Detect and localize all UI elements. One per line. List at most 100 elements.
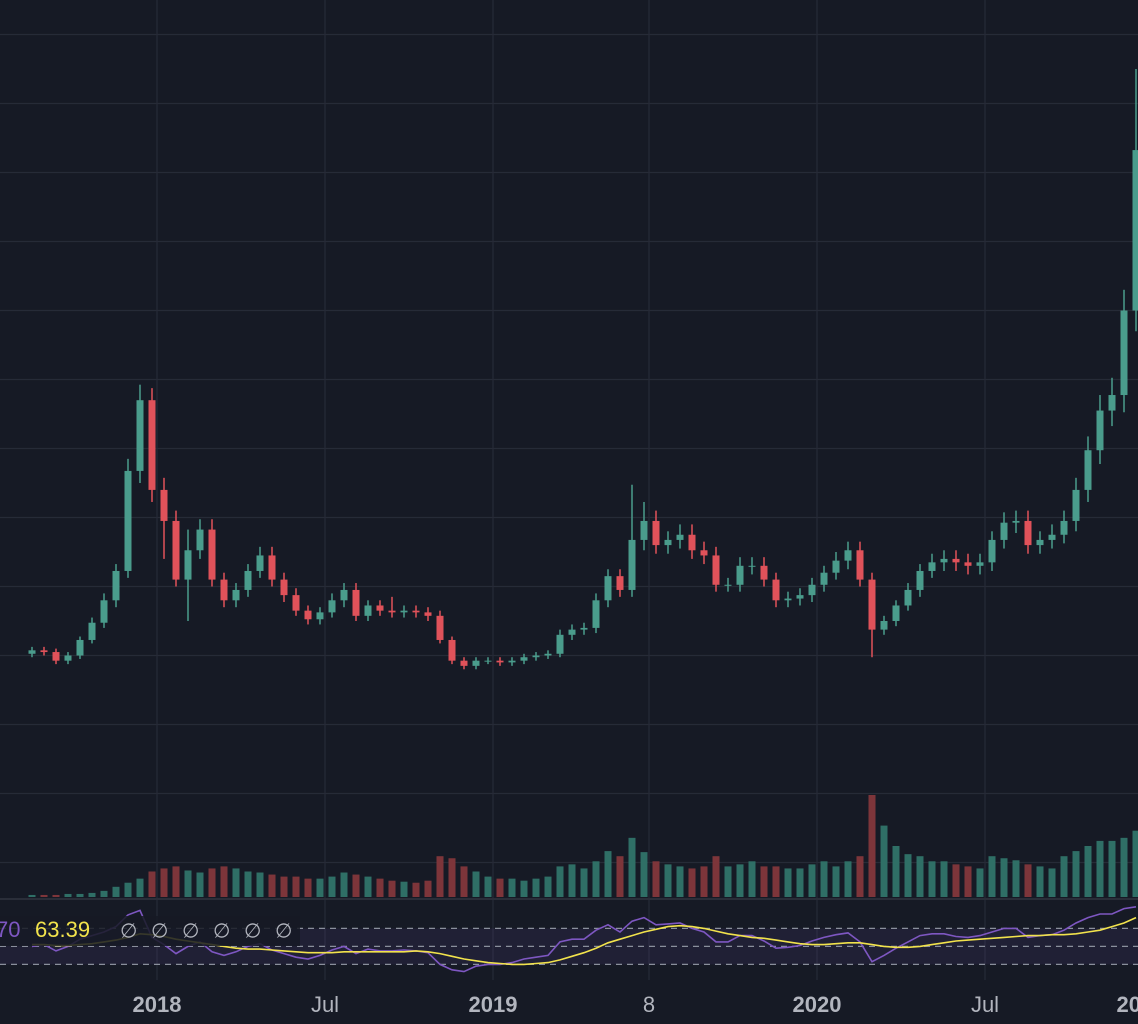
candle-body	[436, 615, 444, 640]
volume-bar	[1096, 840, 1104, 897]
candle-body	[1060, 520, 1068, 535]
volume-bar	[904, 854, 912, 897]
candle-body	[136, 400, 144, 471]
volume-bar	[1132, 830, 1138, 897]
volume-bar	[652, 861, 660, 897]
candle-body	[472, 660, 480, 666]
candle-body	[748, 565, 756, 567]
volume-bar	[772, 866, 780, 897]
candle-body	[352, 589, 360, 616]
volume-bar	[208, 868, 216, 897]
candle-body	[568, 629, 576, 635]
candle-body	[928, 562, 936, 571]
volume-bar	[100, 890, 108, 897]
candle-body	[376, 605, 384, 611]
candle-body	[784, 598, 792, 601]
candle-body	[340, 589, 348, 601]
volume-bar	[1072, 851, 1080, 897]
x-tick-label: 2018	[133, 992, 182, 1017]
candle-body	[256, 555, 264, 571]
volume-bar	[556, 866, 564, 897]
volume-bar	[400, 881, 408, 897]
candle-body	[712, 555, 720, 585]
volume-bar	[364, 876, 372, 897]
volume-bar	[844, 861, 852, 897]
x-tick-label: 2020	[793, 992, 842, 1017]
volume-bar	[88, 892, 96, 897]
volume-bar	[64, 893, 72, 897]
volume-bar	[952, 864, 960, 897]
candle-body	[940, 558, 948, 563]
candle-body	[1036, 539, 1044, 546]
volume-bar	[232, 868, 240, 897]
volume-bar	[268, 874, 276, 897]
volume-bar	[664, 864, 672, 897]
volume-bar	[1108, 840, 1116, 897]
candle-body	[976, 562, 984, 566]
candle-body	[1000, 522, 1008, 540]
volume-bar	[520, 880, 528, 897]
volume-bar	[304, 878, 312, 897]
rsi-legend-placeholder: ∅	[213, 920, 230, 942]
candle-body	[760, 565, 768, 580]
candle-body	[952, 558, 960, 563]
volume-bar	[676, 866, 684, 897]
volume-bar	[316, 878, 324, 897]
candle-body	[916, 570, 924, 590]
volume-bar	[472, 871, 480, 897]
candle-body	[412, 610, 420, 613]
candle-body	[808, 584, 816, 596]
rsi-legend-placeholder: ∅	[151, 920, 168, 942]
volume-bar	[532, 878, 540, 897]
candle-body	[880, 621, 888, 630]
candle-body	[304, 610, 312, 620]
candle-body	[388, 610, 396, 613]
volume-bar	[796, 868, 804, 897]
volume-bar	[352, 874, 360, 897]
rsi-legend-placeholder: ∅	[244, 920, 261, 942]
candle-body	[964, 562, 972, 566]
volume-bar	[220, 866, 228, 897]
volume-bar	[412, 882, 420, 897]
volume-bar	[568, 864, 576, 897]
candle-body	[112, 570, 120, 601]
candle-body	[508, 660, 516, 663]
volume-bar	[340, 872, 348, 897]
candle-body	[1120, 310, 1128, 396]
candle-body	[832, 560, 840, 573]
volume-bar	[808, 864, 816, 897]
volume-bar	[868, 795, 876, 897]
volume-bar	[736, 864, 744, 897]
candle-body	[64, 655, 72, 661]
volume-bar	[688, 868, 696, 897]
candle-body	[400, 610, 408, 613]
volume-bar	[1120, 837, 1128, 897]
rsi-legend-placeholder: ∅	[120, 920, 137, 942]
volume-bar	[604, 851, 612, 897]
candle-body	[1108, 395, 1116, 411]
volume-bar	[172, 866, 180, 897]
candle-body	[1096, 410, 1104, 451]
x-tick-label: 2021	[1117, 992, 1138, 1017]
volume-bar	[256, 872, 264, 897]
volume-bar	[280, 876, 288, 897]
volume-bar	[832, 866, 840, 897]
candle-body	[76, 639, 84, 656]
candle-body	[328, 600, 336, 613]
candle-body	[1024, 520, 1032, 546]
candle-body	[616, 576, 624, 590]
candle-body	[1084, 450, 1092, 490]
volume-bar	[292, 876, 300, 897]
candle-body	[160, 489, 168, 521]
rsi-legend-placeholder: ∅	[182, 920, 199, 942]
volume-bar	[484, 876, 492, 897]
rsi-legend-length: 70	[0, 917, 20, 942]
volume-bar	[1048, 868, 1056, 897]
volume-bar	[196, 872, 204, 897]
candle-body	[1012, 520, 1020, 523]
candle-body	[652, 520, 660, 546]
candle-body	[664, 539, 672, 546]
candle-body	[448, 639, 456, 661]
volume-bar	[760, 866, 768, 897]
volume-bar	[544, 876, 552, 897]
